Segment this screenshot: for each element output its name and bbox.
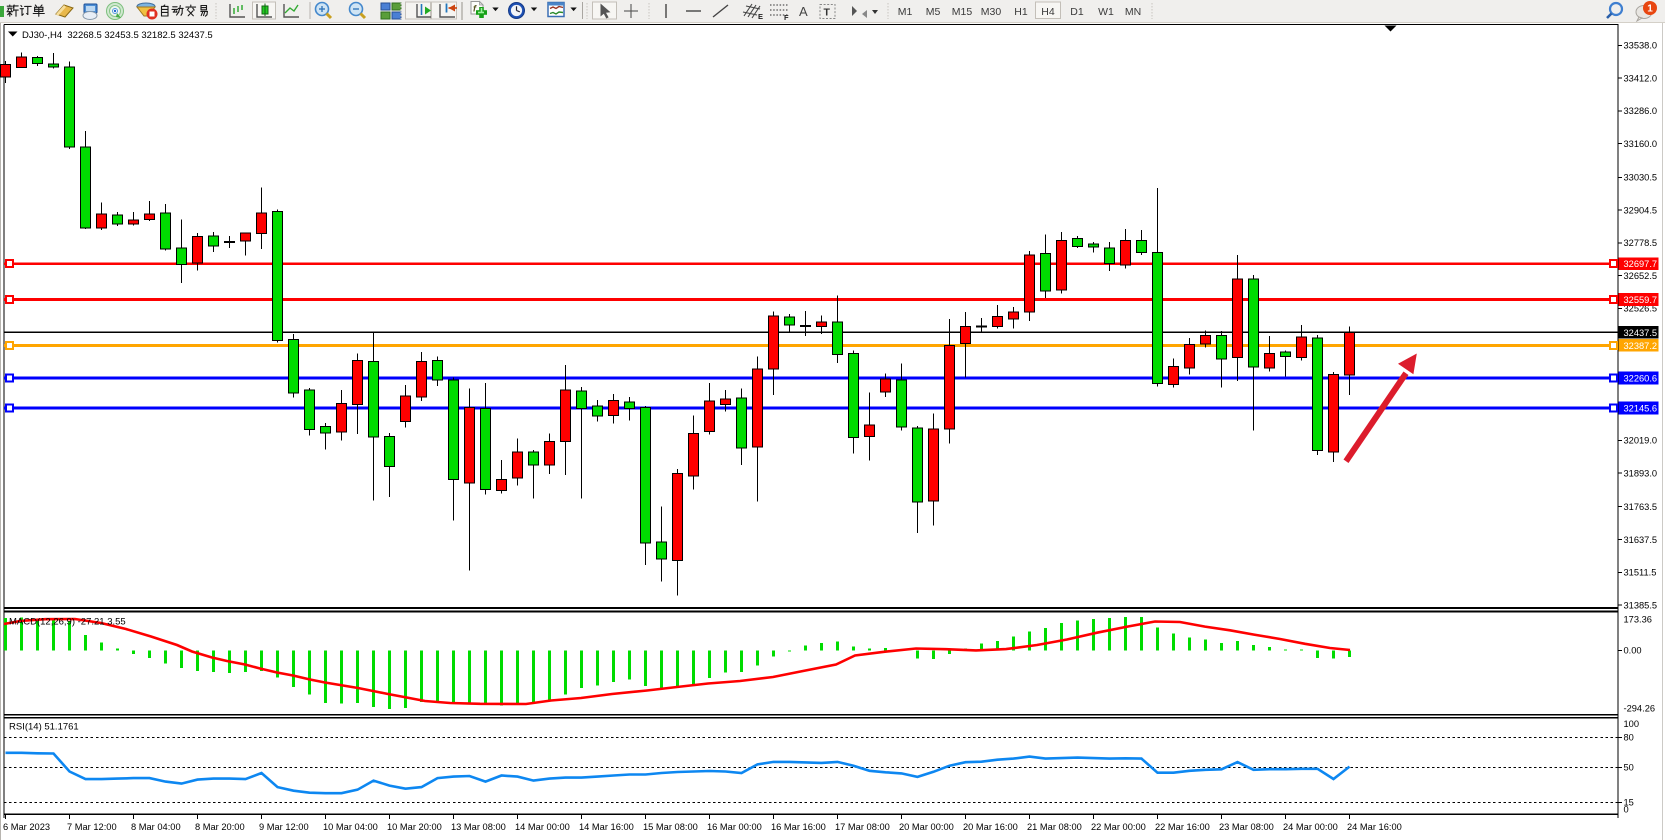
svg-text:D1: D1 (1070, 6, 1084, 18)
svg-text:W1: W1 (1098, 6, 1114, 18)
svg-text:50: 50 (1624, 763, 1634, 773)
svg-text:32652.5: 32652.5 (1624, 271, 1658, 281)
svg-text:24 Mar 16:00: 24 Mar 16:00 (1347, 822, 1402, 832)
svg-text:T: T (824, 7, 831, 19)
svg-text:10 Mar 04:00: 10 Mar 04:00 (323, 822, 378, 832)
svg-text:33030.5: 33030.5 (1624, 173, 1658, 183)
svg-text:DJ30-,H4 32268.5 32453.5 3218: DJ30-,H4 32268.5 32453.5 32182.5 32437.5 (22, 30, 213, 41)
svg-text:16 Mar 00:00: 16 Mar 00:00 (707, 822, 762, 832)
svg-text:32260.6: 32260.6 (1624, 374, 1658, 384)
svg-text:23 Mar 08:00: 23 Mar 08:00 (1219, 822, 1274, 832)
svg-text:6 Mar 2023: 6 Mar 2023 (3, 822, 50, 832)
svg-text:32387.2: 32387.2 (1624, 341, 1658, 351)
svg-text:31893.0: 31893.0 (1624, 469, 1658, 479)
svg-text:20 Mar 16:00: 20 Mar 16:00 (963, 822, 1018, 832)
svg-text:13 Mar 08:00: 13 Mar 08:00 (451, 822, 506, 832)
svg-text:MN: MN (1125, 6, 1141, 18)
svg-text:8 Mar 04:00: 8 Mar 04:00 (131, 822, 181, 832)
svg-text:31763.5: 31763.5 (1624, 502, 1658, 512)
svg-text:16 Mar 16:00: 16 Mar 16:00 (771, 822, 826, 832)
svg-text:RSI(14) 51.1761: RSI(14) 51.1761 (9, 722, 79, 733)
svg-text:14 Mar 16:00: 14 Mar 16:00 (579, 822, 634, 832)
svg-text:17 Mar 08:00: 17 Mar 08:00 (835, 822, 890, 832)
svg-text:32559.7: 32559.7 (1624, 295, 1658, 305)
svg-text:32778.5: 32778.5 (1624, 238, 1658, 248)
svg-text:24 Mar 00:00: 24 Mar 00:00 (1283, 822, 1338, 832)
svg-text:0: 0 (1624, 804, 1629, 814)
svg-text:15 Mar 08:00: 15 Mar 08:00 (643, 822, 698, 832)
svg-text:1: 1 (1647, 4, 1653, 15)
svg-text:9 Mar 12:00: 9 Mar 12:00 (259, 822, 309, 832)
svg-text:33538.0: 33538.0 (1624, 41, 1658, 51)
svg-text:32904.5: 32904.5 (1624, 205, 1658, 215)
svg-text:8 Mar 20:00: 8 Mar 20:00 (195, 822, 245, 832)
svg-text:10 Mar 20:00: 10 Mar 20:00 (387, 822, 442, 832)
svg-text:173.36: 173.36 (1624, 614, 1652, 624)
svg-text:32697.7: 32697.7 (1624, 259, 1658, 269)
svg-text:33286.0: 33286.0 (1624, 106, 1658, 116)
svg-text:M15: M15 (952, 6, 973, 18)
svg-text:31385.5: 31385.5 (1624, 600, 1658, 610)
svg-text:f: f (473, 4, 477, 14)
svg-text:E: E (758, 12, 763, 21)
svg-text:H4: H4 (1041, 6, 1055, 18)
svg-text:100: 100 (1624, 719, 1640, 729)
svg-text:80: 80 (1624, 733, 1634, 743)
svg-text:F: F (784, 13, 789, 22)
svg-text:32145.6: 32145.6 (1624, 404, 1658, 414)
svg-text:33160.0: 33160.0 (1624, 139, 1658, 149)
svg-text:21 Mar 08:00: 21 Mar 08:00 (1027, 822, 1082, 832)
svg-text:M5: M5 (926, 6, 941, 18)
svg-text:15: 15 (1624, 798, 1634, 808)
svg-text:31637.5: 31637.5 (1624, 535, 1658, 545)
svg-text:32526.5: 32526.5 (1624, 304, 1658, 314)
svg-text:33412.0: 33412.0 (1624, 74, 1658, 84)
svg-text:MACD(12,26,9) -27.21 3.55: MACD(12,26,9) -27.21 3.55 (9, 617, 126, 628)
svg-text:-294.26: -294.26 (1624, 703, 1656, 713)
svg-text:0.00: 0.00 (1624, 646, 1642, 656)
svg-text:14 Mar 00:00: 14 Mar 00:00 (515, 822, 570, 832)
svg-text:H1: H1 (1014, 6, 1028, 18)
svg-text:32019.0: 32019.0 (1624, 436, 1658, 446)
svg-text:22 Mar 00:00: 22 Mar 00:00 (1091, 822, 1146, 832)
svg-text:A: A (799, 4, 808, 19)
svg-text:20 Mar 00:00: 20 Mar 00:00 (899, 822, 954, 832)
svg-text:32437.5: 32437.5 (1624, 328, 1658, 338)
svg-text:M1: M1 (898, 6, 913, 18)
svg-text:31511.5: 31511.5 (1624, 568, 1657, 578)
svg-text:M30: M30 (981, 6, 1002, 18)
svg-text:7 Mar 12:00: 7 Mar 12:00 (67, 822, 117, 832)
svg-text:22 Mar 16:00: 22 Mar 16:00 (1155, 822, 1210, 832)
